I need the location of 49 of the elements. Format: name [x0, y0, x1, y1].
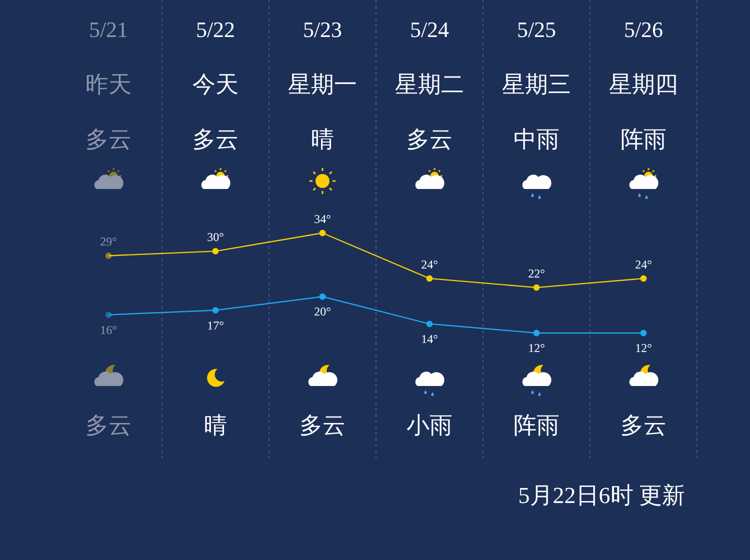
point [105, 252, 112, 259]
text: 阵雨 [514, 413, 560, 438]
text: 多云 [86, 127, 132, 152]
point [426, 275, 433, 282]
x-tick-label: 5/22 [196, 17, 236, 42]
point [533, 284, 540, 291]
text: 昨天 [86, 72, 132, 97]
point [426, 320, 433, 328]
data-label: 20° [314, 304, 332, 319]
point [319, 293, 326, 300]
text: 多云 [86, 413, 132, 438]
data-label: 24° [421, 257, 438, 272]
data-label: 29° [100, 234, 118, 249]
data-label: 12° [635, 341, 652, 355]
point [105, 312, 112, 318]
text: 多云 [406, 127, 452, 152]
text: 多云 [300, 413, 346, 438]
text: 多云 [620, 413, 666, 438]
text: 多云 [192, 127, 238, 152]
data-label: 24° [635, 257, 652, 272]
x-tick-label: 5/26 [624, 17, 664, 42]
text: 星期三 [502, 72, 571, 97]
text: 小雨 [406, 413, 452, 438]
text: 星期二 [395, 72, 464, 97]
text: 中雨 [514, 127, 560, 152]
text: 今天 [192, 72, 238, 97]
data-label: 17° [207, 318, 224, 332]
text: 晴 [311, 127, 334, 152]
point [640, 330, 647, 336]
text: 星期一 [288, 72, 357, 97]
text: 星期四 [609, 72, 678, 97]
data-label: 16° [100, 322, 118, 337]
data-label: 34° [314, 212, 332, 226]
data-label: 22° [528, 266, 546, 281]
point [212, 248, 219, 254]
point [533, 330, 540, 336]
point [640, 275, 647, 282]
text: 5月22日6时 更新 [518, 483, 685, 508]
data-label: 14° [421, 332, 438, 346]
x-tick-label: 5/25 [516, 17, 556, 42]
text: 晴 [204, 413, 227, 438]
x-tick-label: 5/23 [302, 17, 342, 42]
point [212, 307, 219, 314]
text: 阵雨 [620, 127, 666, 152]
data-label: 12° [528, 341, 546, 355]
x-tick-label: 5/21 [88, 17, 128, 42]
data-label: 30° [207, 230, 224, 244]
point [319, 230, 326, 236]
x-tick-label: 5/24 [410, 17, 450, 42]
